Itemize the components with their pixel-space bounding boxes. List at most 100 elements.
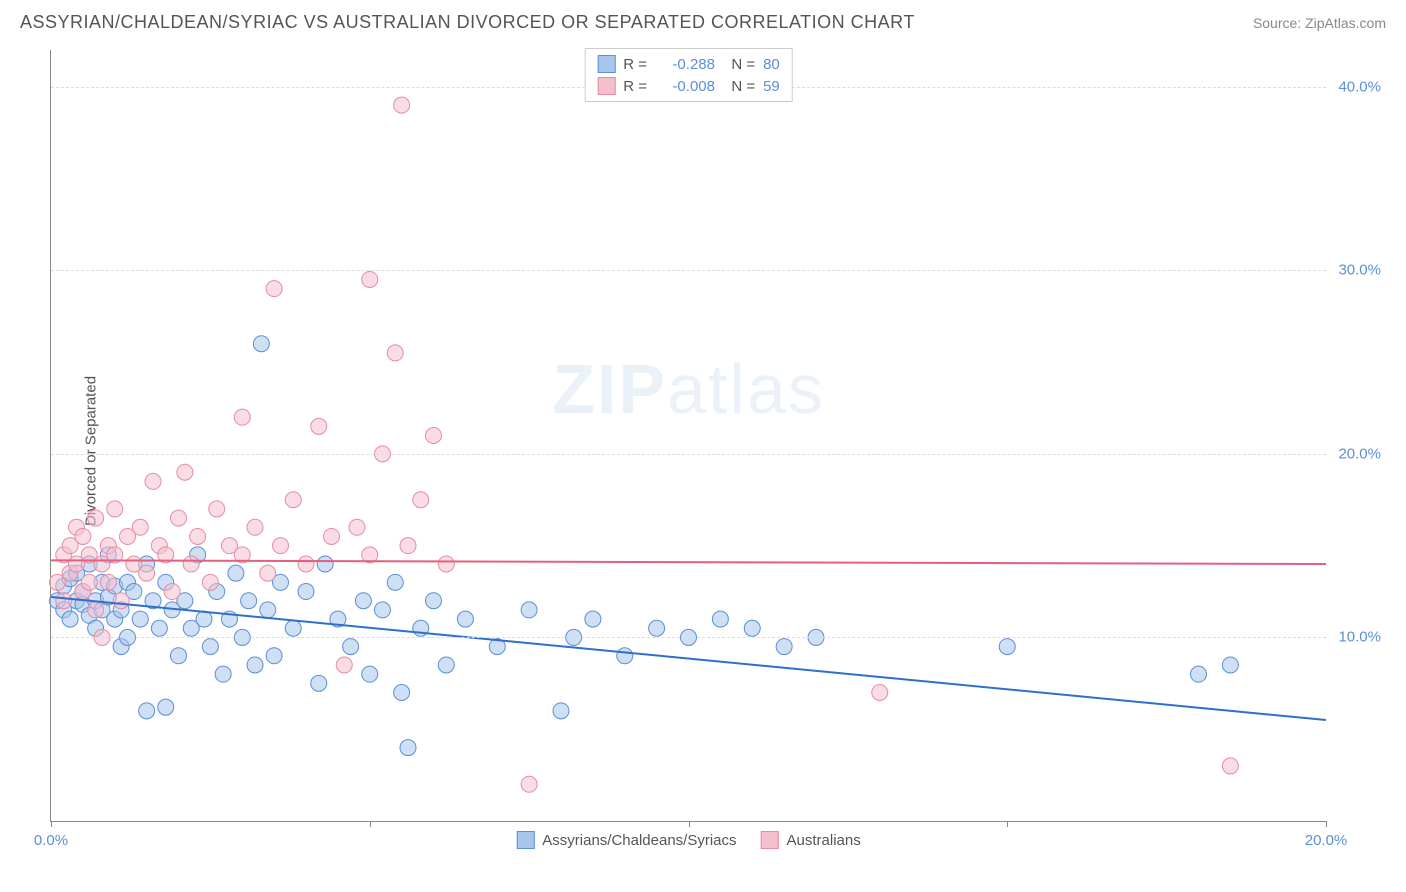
scatter-point [190,528,206,544]
scatter-point [132,611,148,627]
scatter-point [183,556,199,572]
gridline [51,637,1326,638]
scatter-point [355,593,371,609]
scatter-point [776,639,792,655]
scatter-point [426,428,442,444]
scatter-point [317,556,333,572]
scatter-point [151,620,167,636]
scatter-point [999,639,1015,655]
scatter-point [171,510,187,526]
scatter-point [273,538,289,554]
trend-line [51,597,1326,720]
scatter-point [324,528,340,544]
scatter-point [132,519,148,535]
x-tick [689,821,690,827]
scatter-point [139,565,155,581]
scatter-point [88,510,104,526]
header: ASSYRIAN/CHALDEAN/SYRIAC VS AUSTRALIAN D… [0,0,1406,41]
scatter-point [202,574,218,590]
legend-series-label: Australians [787,832,861,849]
scatter-point [349,519,365,535]
scatter-point [228,565,244,581]
scatter-point [215,666,231,682]
scatter-point [387,345,403,361]
scatter-point [285,492,301,508]
scatter-point [107,501,123,517]
legend-correlation: R = -0.288 N = 80 R = -0.008 N = 59 [584,48,793,102]
scatter-point [617,648,633,664]
scatter-point [336,657,352,673]
y-tick-label: 40.0% [1338,78,1381,95]
legend-r-value: -0.288 [655,56,715,73]
legend-swatch [761,831,779,849]
scatter-point [171,648,187,664]
scatter-point [438,657,454,673]
scatter-point [241,593,257,609]
x-tick [51,821,52,827]
scatter-point [196,611,212,627]
scatter-point [649,620,665,636]
scatter-point [521,602,537,618]
scatter-point [413,492,429,508]
scatter-point [260,565,276,581]
scatter-point [362,271,378,287]
scatter-point [744,620,760,636]
scatter-point [177,464,193,480]
scatter-point [209,501,225,517]
legend-r-label: R = [623,78,647,95]
scatter-point [164,584,180,600]
legend-series-item: Assyrians/Chaldeans/Syriacs [516,831,736,849]
scatter-point [1191,666,1207,682]
scatter-point [311,418,327,434]
legend-correlation-row: R = -0.008 N = 59 [597,75,780,97]
scatter-point [1222,758,1238,774]
scatter-point [202,639,218,655]
scatter-point [400,740,416,756]
gridline [51,270,1326,271]
scatter-point [457,611,473,627]
scatter-point [266,281,282,297]
scatter-point [585,611,601,627]
scatter-point [75,528,91,544]
scatter-point [266,648,282,664]
scatter-point [521,776,537,792]
legend-series-label: Assyrians/Chaldeans/Syriacs [542,832,736,849]
legend-swatch [597,77,615,95]
scatter-point [712,611,728,627]
scatter-point [113,593,129,609]
legend-r-label: R = [623,56,647,73]
scatter-point [145,473,161,489]
scatter-point [81,574,97,590]
x-tick [370,821,371,827]
scatter-point [260,602,276,618]
scatter-svg [51,50,1326,821]
scatter-point [553,703,569,719]
legend-series-item: Australians [761,831,861,849]
scatter-point [139,703,155,719]
plot-area: ZIPatlas R =-0.288 N =80R =-0.008 N =59 … [50,50,1326,822]
legend-series: Assyrians/Chaldeans/Syriacs Australians [516,831,860,849]
scatter-point [375,602,391,618]
x-tick-label: 20.0% [1305,832,1348,849]
legend-correlation-row: R =-0.288 N =80 [597,53,780,75]
legend-n-label: N = [723,78,755,95]
x-tick [1007,821,1008,827]
chart-container: Divorced or Separated ZIPatlas R =-0.288… [50,50,1386,852]
scatter-point [247,657,263,673]
scatter-point [362,666,378,682]
scatter-point [253,336,269,352]
y-tick-label: 20.0% [1338,445,1381,462]
scatter-point [438,556,454,572]
legend-swatch [597,55,615,73]
scatter-point [285,620,301,636]
legend-r-value: -0.008 [655,78,715,95]
legend-n-value: 80 [763,56,780,73]
scatter-point [247,519,263,535]
x-tick-label: 0.0% [34,832,68,849]
scatter-point [62,611,78,627]
scatter-point [298,556,314,572]
legend-n-value: 59 [763,78,780,95]
scatter-point [311,675,327,691]
gridline [51,454,1326,455]
scatter-point [234,409,250,425]
